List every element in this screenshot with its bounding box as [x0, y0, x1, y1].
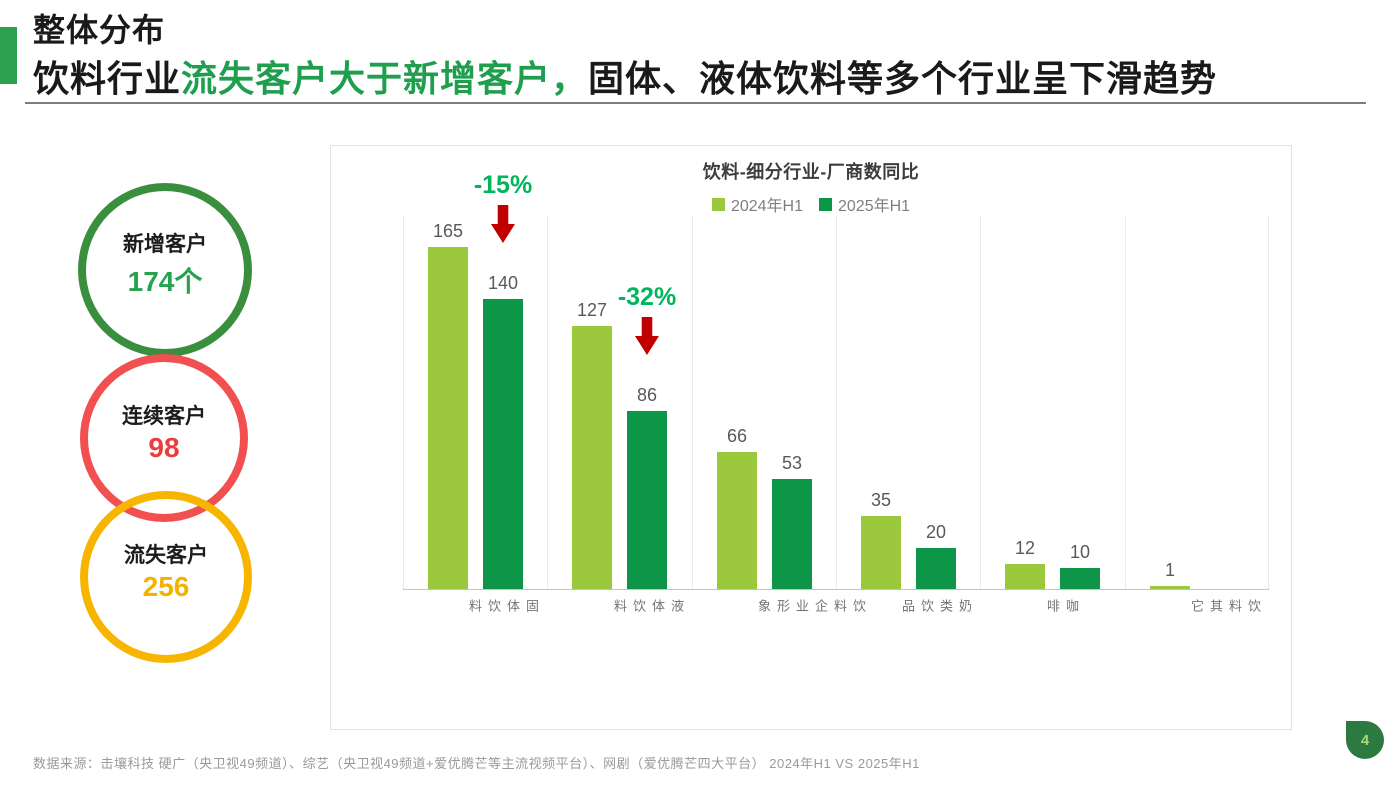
legend-label: 2024年H1 — [730, 198, 803, 215]
title-divider — [25, 102, 1366, 104]
x-axis-label: 饮料其它 — [1189, 599, 1261, 615]
chart-title: 饮料-细分行业-厂商数同比 — [702, 162, 920, 182]
bar-value-label: 20 — [925, 522, 947, 542]
bar-2025年H1-固体饮料 — [483, 299, 523, 589]
x-axis-label: 咖啡 — [1045, 599, 1079, 615]
bar-2025年H1-奶类饮品 — [916, 548, 956, 589]
bar-2024年H1-奶类饮品 — [861, 516, 901, 589]
gridline — [1125, 216, 1126, 589]
bar-value-label: 140 — [487, 273, 519, 293]
bar-value-label: 10 — [1069, 542, 1091, 562]
x-axis-label: 液体饮料 — [612, 599, 684, 615]
page-number-badge: 4 — [1346, 721, 1384, 759]
bar-2024年H1-饮料企业形象 — [717, 452, 757, 589]
legend-swatch — [711, 197, 725, 211]
stat-value: 98 — [148, 432, 180, 463]
bar-2024年H1-咖啡 — [1005, 564, 1045, 589]
bar-value-label: 66 — [726, 426, 748, 446]
legend-label: 2025年H1 — [838, 198, 911, 215]
legend-item: 2025年H1 — [819, 192, 910, 216]
bar-value-label: 86 — [636, 385, 658, 405]
decline-annotation: -15% — [458, 171, 548, 243]
legend-item: 2024年H1 — [711, 192, 803, 216]
headline-segment: 流失客户大于新增客户， — [181, 58, 589, 99]
x-axis-label: 饮料企业形象 — [756, 599, 866, 615]
bar-2024年H1-固体饮料 — [428, 247, 468, 589]
decline-annotation: -32% — [602, 283, 692, 355]
title-accent-bar — [0, 27, 17, 84]
stat-label: 连续客户 — [122, 405, 206, 428]
data-source-note: 数据来源：击壤科技 硬广（央卫视49频道）、综艺（央卫视49频道+爱优腾芒等主流… — [33, 756, 920, 771]
chart-card: 饮料-细分行业-厂商数同比 2024年H1 2025年H1 165 140 固体饮料 1… — [330, 145, 1292, 730]
bar-2025年H1-液体饮料 — [627, 411, 667, 589]
headline-segment: 固体、液体饮料等多个行业呈下滑趋势 — [588, 58, 1218, 99]
stat-inner: 流失客户 256 — [124, 539, 208, 603]
bar-2024年H1-液体饮料 — [572, 326, 612, 589]
gridline — [836, 216, 837, 589]
x-axis-label: 固体饮料 — [467, 599, 539, 615]
stat-circle: 流失客户 256 — [80, 491, 252, 663]
page-title: 整体分布 — [33, 12, 166, 48]
x-axis-baseline — [403, 589, 1269, 590]
gridline — [403, 216, 404, 589]
bar-value-label: 35 — [870, 490, 892, 510]
decline-percent-label: -32% — [617, 283, 677, 311]
stat-inner: 连续客户 98 — [122, 400, 206, 464]
gridline — [980, 216, 981, 589]
stat-circle: 新增客户 174个 — [78, 183, 252, 357]
stat-label: 新增客户 — [123, 233, 207, 256]
legend-swatch — [819, 197, 832, 211]
bar-2025年H1-饮料企业形象 — [772, 479, 812, 589]
plot-area: 165 140 固体饮料 127 86 液体饮料 66 53 饮料企业形象 35 20 奶类饮品 12 1… — [403, 171, 1269, 615]
page-number: 4 — [1360, 731, 1370, 749]
bar-value-label: 127 — [576, 300, 608, 320]
gridline — [692, 216, 693, 589]
down-arrow-icon — [491, 205, 515, 243]
bar-value-label: 53 — [781, 453, 803, 473]
headline: 饮料行业流失客户大于新增客户，固体、液体饮料等多个行业呈下滑趋势 — [33, 50, 1217, 102]
gridline — [547, 216, 548, 589]
stat-value: 174个 — [127, 266, 203, 297]
stat-value: 256 — [142, 571, 190, 602]
bar-2025年H1-咖啡 — [1060, 568, 1100, 589]
decline-percent-label: -15% — [473, 171, 533, 199]
down-arrow-icon — [635, 317, 659, 355]
bar-value-label: 1 — [1164, 560, 1175, 580]
gridline — [1268, 216, 1269, 589]
stat-inner: 新增客户 174个 — [123, 228, 207, 300]
headline-segment: 饮料行业 — [33, 58, 182, 99]
bar-value-label: 12 — [1014, 538, 1036, 558]
bar-2024年H1-饮料其它 — [1150, 586, 1190, 589]
chart-legend: 2024年H1 2025年H1 — [331, 192, 1291, 216]
x-axis-label: 奶类饮品 — [900, 599, 972, 615]
stat-label: 流失客户 — [124, 544, 208, 567]
bar-value-label: 165 — [432, 221, 464, 241]
